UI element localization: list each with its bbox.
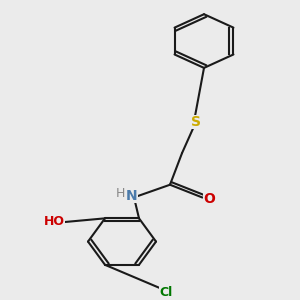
Text: HO: HO (44, 214, 64, 228)
Text: Cl: Cl (159, 286, 172, 298)
Text: N: N (126, 189, 138, 203)
Text: S: S (191, 115, 201, 129)
Text: O: O (203, 192, 215, 206)
Text: H: H (115, 187, 125, 200)
